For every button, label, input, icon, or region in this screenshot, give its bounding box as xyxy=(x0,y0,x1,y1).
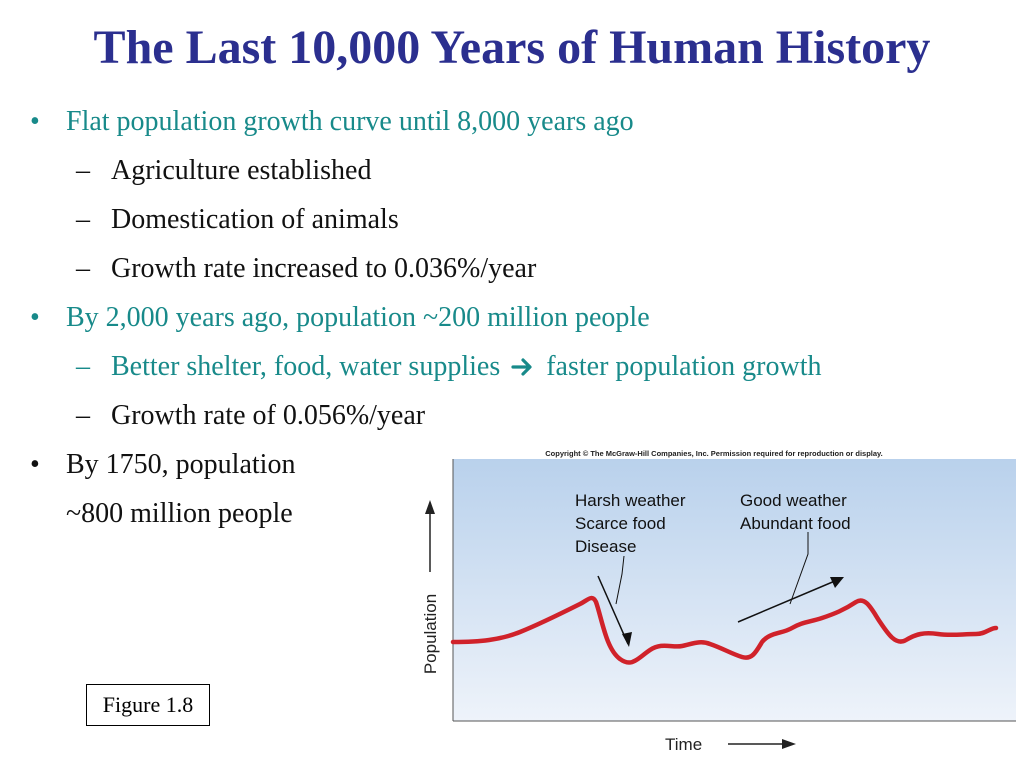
population-curve xyxy=(450,595,999,665)
sub-bullet-marker: – xyxy=(76,400,90,431)
sub-bullet-item: Agriculture established xyxy=(111,155,372,186)
sub-bullet-item: Domestication of animals xyxy=(111,204,399,235)
annotation-leader-right xyxy=(789,532,809,605)
sub-bullet-marker: – xyxy=(76,155,90,186)
annotation-left-line-3: Disease xyxy=(575,537,636,556)
x-axis-label: Time xyxy=(665,735,702,754)
sub-bullet-marker: – xyxy=(76,253,90,284)
sub-bullet-item-text: Better shelter, food, water supplies xyxy=(111,351,501,382)
plot-background xyxy=(453,459,1017,721)
bullet-marker: • xyxy=(30,302,40,333)
arrowhead-icon xyxy=(622,632,632,647)
bullet-item-continuation: ~800 million people xyxy=(66,498,293,529)
slide-title: The Last 10,000 Years of Human History xyxy=(93,21,931,74)
bullet-item: By 2,000 years ago, population ~200 mill… xyxy=(66,302,650,333)
bullet-marker: • xyxy=(30,106,40,137)
sub-bullet-item: Better shelter, food, water supplies fas… xyxy=(111,351,822,385)
arrowhead-icon xyxy=(830,577,844,588)
annotation-left-line-2: Scarce food xyxy=(575,514,666,533)
figure-label: Figure 1.8 xyxy=(86,684,210,726)
annotation-left-line-1: Harsh weather xyxy=(575,491,686,510)
bullet-item: Flat population growth curve until 8,000… xyxy=(66,106,634,137)
population-figure: Copyright © The McGraw-Hill Companies, I… xyxy=(410,444,1017,762)
sub-bullet-item: Growth rate increased to 0.036%/year xyxy=(111,253,537,284)
up-arrow-icon xyxy=(425,500,435,514)
sub-bullet-item-arrow-text: faster population growth xyxy=(546,351,822,382)
copyright-notice: Copyright © The McGraw-Hill Companies, I… xyxy=(545,449,883,458)
annotation-arrow-down xyxy=(597,575,629,645)
annotation-leader-left xyxy=(615,555,625,605)
right-arrow-icon xyxy=(511,353,535,385)
right-arrow-icon xyxy=(782,739,796,749)
annotation-right-line-2: Abundant food xyxy=(740,514,851,533)
sub-bullet-item: Growth rate of 0.056%/year xyxy=(111,400,426,431)
sub-bullet-marker: – xyxy=(76,351,90,382)
bullet-item: By 1750, population xyxy=(66,449,296,480)
annotation-right-line-1: Good weather xyxy=(740,491,847,510)
bullet-marker: • xyxy=(30,449,40,480)
annotation-arrow-up xyxy=(737,577,843,623)
y-axis-label: Population xyxy=(421,594,440,674)
sub-bullet-marker: – xyxy=(76,204,90,235)
